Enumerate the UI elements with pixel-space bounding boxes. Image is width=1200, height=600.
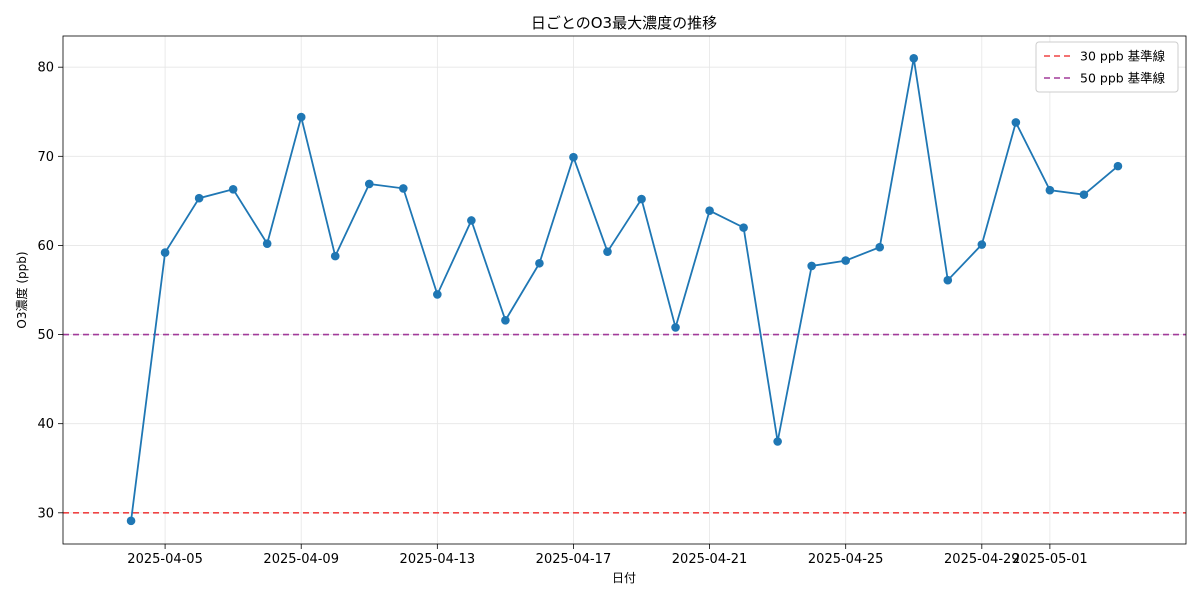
data-point <box>875 242 885 252</box>
data-point <box>364 179 374 189</box>
data-point <box>671 323 680 332</box>
x-tick-label: 2025-05-01 <box>1012 552 1088 567</box>
data-point <box>977 240 987 249</box>
data-point <box>228 184 238 194</box>
data-point <box>296 112 306 122</box>
data-point <box>807 261 816 271</box>
x-tick-label: 2025-04-13 <box>400 552 476 567</box>
data-point <box>739 223 748 232</box>
data-point <box>1079 190 1089 199</box>
y-tick-label: 50 <box>37 328 54 343</box>
data-series <box>126 53 1123 526</box>
legend: 30 ppb 基準線 50 ppb 基準線 <box>1035 41 1179 93</box>
x-tick-label: 2025-04-29 <box>944 552 1020 567</box>
x-tick-label: 2025-04-25 <box>808 552 884 567</box>
x-axis-ticks: 2025-04-05 2025-04-09 2025-04-13 2025-04-17… <box>127 544 1088 567</box>
legend-label-50ppb: 50 ppb 基準線 <box>1080 71 1166 86</box>
data-point <box>535 258 544 268</box>
data-point <box>841 256 850 265</box>
y-tick-label: 80 <box>37 61 54 76</box>
x-tick-label: 2025-04-17 <box>536 552 612 567</box>
data-point <box>773 437 782 446</box>
series-line <box>130 58 1119 521</box>
y-tick-label: 70 <box>37 150 54 165</box>
y-tick-label: 40 <box>37 417 54 432</box>
data-point <box>501 316 510 325</box>
data-point <box>909 53 919 63</box>
data-point <box>1011 118 1021 127</box>
data-point <box>603 247 612 256</box>
legend-box <box>1035 41 1179 93</box>
reference-lines <box>63 333 1186 514</box>
chart-title: 日ごとのO3最大濃度の推移 <box>531 14 717 32</box>
data-point <box>126 516 136 526</box>
data-point <box>262 239 272 248</box>
legend-label-30ppb: 30 ppb 基準線 <box>1080 49 1166 64</box>
y-tick-label: 30 <box>37 506 54 521</box>
data-point <box>1113 161 1123 171</box>
data-point <box>433 290 442 299</box>
x-axis-label: 日付 <box>612 571 636 585</box>
data-point <box>705 206 714 215</box>
y-axis-ticks: 30 40 50 60 70 80 <box>37 61 63 521</box>
data-point <box>1045 185 1055 195</box>
y-tick-label: 60 <box>37 239 54 254</box>
data-point <box>330 251 340 261</box>
data-point <box>943 275 953 285</box>
data-point <box>637 194 646 204</box>
grid-lines <box>63 36 1186 544</box>
y-axis-label: O3濃度 (ppb) <box>14 251 29 328</box>
data-point <box>569 152 578 162</box>
data-point <box>467 216 476 225</box>
x-tick-label: 2025-04-09 <box>263 552 339 567</box>
x-tick-label: 2025-04-21 <box>672 552 748 567</box>
x-tick-label: 2025-04-05 <box>127 552 203 567</box>
data-point <box>399 184 408 193</box>
plot-frame <box>62 35 1187 545</box>
data-point <box>194 193 204 203</box>
data-point <box>160 248 170 257</box>
